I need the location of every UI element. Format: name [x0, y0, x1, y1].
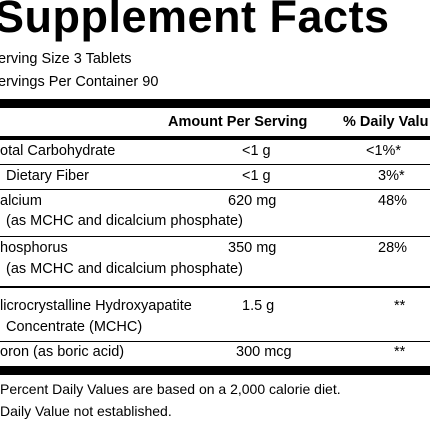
- footnote-dv-not-established: Daily Value not established.: [0, 403, 172, 419]
- row-divider: [0, 286, 430, 288]
- amount-mchc: 1.5 g: [242, 298, 275, 314]
- thick-divider-bottom: [0, 366, 430, 375]
- row-divider: [0, 189, 430, 190]
- row-divider: [0, 236, 430, 237]
- dv-mchc: **: [394, 298, 406, 314]
- amount-phosphorus: 350 mg: [228, 240, 277, 256]
- amount-calcium: 620 mg: [228, 193, 277, 209]
- nutrient-source-phosphorus: (as MCHC and dicalcium phosphate): [6, 261, 243, 277]
- nutrient-source-calcium: (as MCHC and dicalcium phosphate): [6, 213, 243, 229]
- dv-boron: **: [394, 344, 406, 360]
- dv-total-carbohydrate: <1%*: [366, 143, 402, 159]
- header-daily-value: % Daily Valu: [343, 114, 429, 130]
- serving-size: erving Size 3 Tablets: [0, 51, 132, 67]
- panel-title: Supplement Facts: [0, 0, 390, 42]
- nutrient-name-total-carbohydrate: otal Carbohydrate: [0, 143, 116, 159]
- nutrient-name-mchc: licrocrystalline Hydroxyapatite: [0, 298, 192, 314]
- servings-per-container: ervings Per Container 90: [0, 74, 159, 90]
- footnote-percent-dv: Percent Daily Values are based on a 2,00…: [0, 381, 341, 397]
- nutrient-source-mchc: Concentrate (MCHC): [6, 319, 143, 335]
- divider-header: [0, 136, 430, 140]
- amount-dietary-fiber: <1 g: [242, 168, 271, 184]
- amount-total-carbohydrate: <1 g: [242, 143, 271, 159]
- row-divider: [0, 341, 430, 342]
- nutrient-name-calcium: alcium: [0, 193, 42, 209]
- nutrient-name-dietary-fiber: Dietary Fiber: [6, 168, 89, 184]
- dv-phosphorus: 28%: [378, 240, 408, 256]
- nutrient-name-phosphorus: hosphorus: [0, 240, 68, 256]
- amount-boron: 300 mcg: [236, 344, 292, 360]
- dv-calcium: 48%: [378, 193, 408, 209]
- row-divider: [0, 164, 430, 165]
- dv-dietary-fiber: 3%*: [378, 168, 405, 184]
- nutrient-name-boron: oron (as boric acid): [0, 344, 125, 360]
- thick-divider-top: [0, 99, 430, 108]
- header-amount-per-serving: Amount Per Serving: [168, 114, 308, 130]
